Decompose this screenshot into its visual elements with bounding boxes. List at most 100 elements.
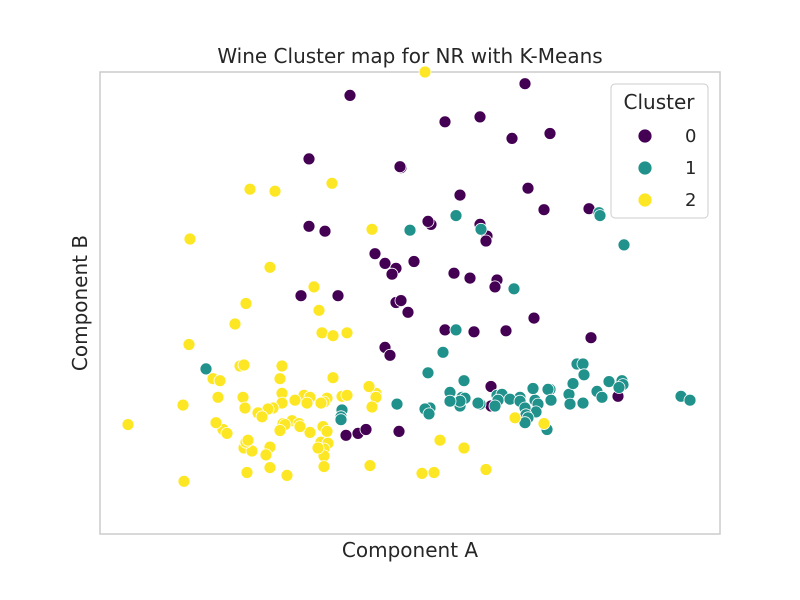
cluster-2-point [362,380,376,393]
cluster-2-point [317,460,331,474]
cluster-0-point [543,127,557,140]
cluster-1-point [576,357,590,371]
cluster-2-point [537,417,551,431]
cluster-0-point [499,324,513,338]
cluster-0-point [473,110,487,124]
cluster-1-point [422,407,436,421]
cluster-0-point [488,280,502,294]
cluster-2-point [508,411,522,425]
cluster-1-point [507,282,521,296]
cluster-2-point [237,358,251,372]
cluster-2-point [243,182,257,196]
cluster-0-point [463,271,477,285]
cluster-1-point [443,394,457,408]
cluster-1-point [390,397,404,411]
cluster-2-point [365,222,379,236]
cluster-2-point [211,390,225,404]
cluster-2-point [418,65,432,79]
cluster-0-point [438,323,452,337]
cluster-1-point [617,238,631,252]
cluster-1-point [566,377,580,391]
legend-box [610,83,709,219]
cluster-2-point [228,317,242,331]
cluster-2-point [275,359,289,373]
cluster-2-point [238,401,252,415]
cluster-0-point [407,255,421,268]
cluster-2-point [363,459,377,473]
cluster-0-point [447,266,461,280]
legend-marker-cluster-2 [637,192,653,208]
x-axis-label: Component A [342,538,478,562]
cluster-2-point [280,468,294,482]
legend-marker-cluster-1 [637,160,653,176]
cluster-1-point [683,393,697,407]
cluster-1-point [436,345,450,359]
cluster-2-point [433,433,447,447]
cluster-2-point [314,396,328,410]
cluster-1-point [576,396,590,410]
cluster-0-point [318,224,332,238]
cluster-1-point [577,368,591,382]
legend-marker-cluster-0 [637,128,653,144]
cluster-2-point [326,371,340,385]
cluster-1-point [449,323,463,337]
cluster-2-point [311,441,325,455]
cluster-1-point [602,375,616,389]
cluster-2-point [340,326,354,340]
cluster-2-point [259,448,273,462]
cluster-2-point [340,388,354,402]
cluster-2-point [183,232,197,246]
cluster-2-point [288,393,302,407]
legend-title: Cluster [624,90,696,114]
cluster-2-point [300,396,314,410]
cluster-2-point [365,400,379,414]
cluster-2-point [209,416,223,430]
cluster-1-point [563,397,577,411]
cluster-0-point [401,305,415,319]
cluster-1-point [595,390,609,404]
cluster-2-point [176,398,190,412]
cluster-2-point [427,466,441,479]
cluster-0-point [359,423,373,436]
cluster-1-point [593,209,607,223]
cluster-2-point [121,418,135,432]
cluster-0-point [518,77,532,91]
cluster-2-point [415,466,429,480]
cluster-0-point [368,247,382,261]
cluster-0-point [383,348,397,362]
cluster-2-point [307,280,321,294]
cluster-0-point [467,325,481,339]
cluster-0-point [479,234,493,248]
chart-title: Wine Cluster map for NR with K-Means [217,44,602,68]
cluster-1-point [612,381,626,394]
cluster-2-point [241,433,255,447]
cluster-1-point [541,382,555,396]
points-layer [121,65,697,488]
cluster-2-point [457,441,471,455]
cluster-2-point [213,374,227,388]
cluster-0-point [453,188,467,202]
cluster-1-point [488,399,502,413]
cluster-0-point [385,267,399,281]
cluster-2-point [239,297,253,310]
cluster-2-point [268,184,282,198]
cluster-2-point [263,461,277,475]
cluster-0-point [537,203,551,217]
cluster-1-point [474,222,488,236]
cluster-0-point [331,289,345,303]
cluster-0-point [584,331,598,345]
cluster-0-point [393,160,407,174]
cluster-2-point [220,426,234,440]
cluster-2-point [315,326,329,340]
cluster-0-point [343,89,357,102]
cluster-2-point [273,424,287,437]
cluster-0-point [339,428,353,442]
cluster-2-point [255,410,269,424]
y-axis-label: Component B [68,235,92,371]
legend: Cluster 0 1 2 [610,83,709,219]
cluster-0-point [484,380,498,393]
cluster-0-point [527,311,541,325]
cluster-0-point [392,424,406,438]
cluster-0-point [438,115,452,129]
cluster-0-point [294,289,308,303]
